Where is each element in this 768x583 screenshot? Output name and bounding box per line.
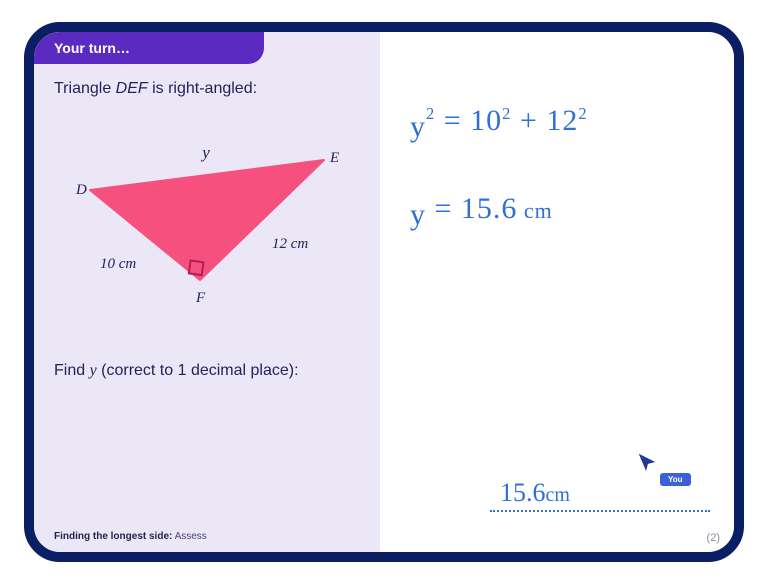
tab-label: Your turn… (54, 40, 130, 56)
w2-unit: cm (517, 198, 552, 223)
answer-unit: cm (546, 484, 570, 506)
triangle-diagram: D E F y 10 cm 12 cm (34, 118, 380, 338)
lesson-frame: Your turn… Triangle DEF is right-angled:… (24, 22, 744, 562)
you-chip: You (660, 473, 691, 486)
w2-eq: = (426, 192, 461, 225)
w1-plus: + (511, 104, 546, 137)
pen-cursor-icon (636, 451, 658, 478)
triangle-name: DEF (116, 80, 148, 97)
prompt-text: Triangle DEF is right-angled: (54, 80, 364, 98)
w1-b: 12 (546, 104, 578, 137)
answer-value: 15.6cm (500, 478, 570, 508)
w1-var: y (410, 110, 426, 144)
w1-bexp: 2 (578, 104, 587, 123)
w2-var: y (410, 198, 426, 232)
side-ef-label: 12 cm (272, 236, 308, 252)
question-text: Find y (correct to 1 decimal place): (54, 362, 364, 380)
vertex-f-label: F (195, 290, 206, 306)
question-var: y (90, 362, 97, 379)
footer-topic: Finding the longest side: (54, 531, 172, 542)
prompt-suffix: is right-angled: (148, 80, 257, 97)
w1-varexp: 2 (426, 104, 435, 123)
side-df-label: 10 cm (100, 256, 136, 272)
question-suffix: (correct to 1 decimal place): (97, 362, 299, 379)
w2-val: 15.6 (461, 192, 518, 225)
work-panel[interactable]: y2 = 102 + 122 y = 15.6 cm You 15.6cm (2… (380, 32, 734, 552)
side-de-label: y (200, 143, 210, 162)
vertex-d-label: D (75, 182, 87, 198)
w1-eq: = (435, 104, 470, 137)
you-chip-label: You (668, 475, 683, 484)
working-line-2: y = 15.6 cm (410, 192, 553, 226)
w1-a: 10 (470, 104, 502, 137)
lesson-footer: Finding the longest side: Assess (54, 531, 207, 542)
your-turn-tab: Your turn… (34, 32, 264, 64)
answer-number: 15.6 (500, 478, 546, 507)
footer-stage: Assess (172, 531, 206, 542)
vertex-e-label: E (329, 150, 339, 166)
question-panel: Your turn… Triangle DEF is right-angled:… (34, 32, 380, 552)
answer-underline[interactable] (490, 510, 710, 512)
page-number: (2) (707, 532, 720, 544)
question-prefix: Find (54, 362, 90, 379)
working-line-1: y2 = 102 + 122 (410, 104, 588, 138)
prompt-prefix: Triangle (54, 80, 116, 97)
